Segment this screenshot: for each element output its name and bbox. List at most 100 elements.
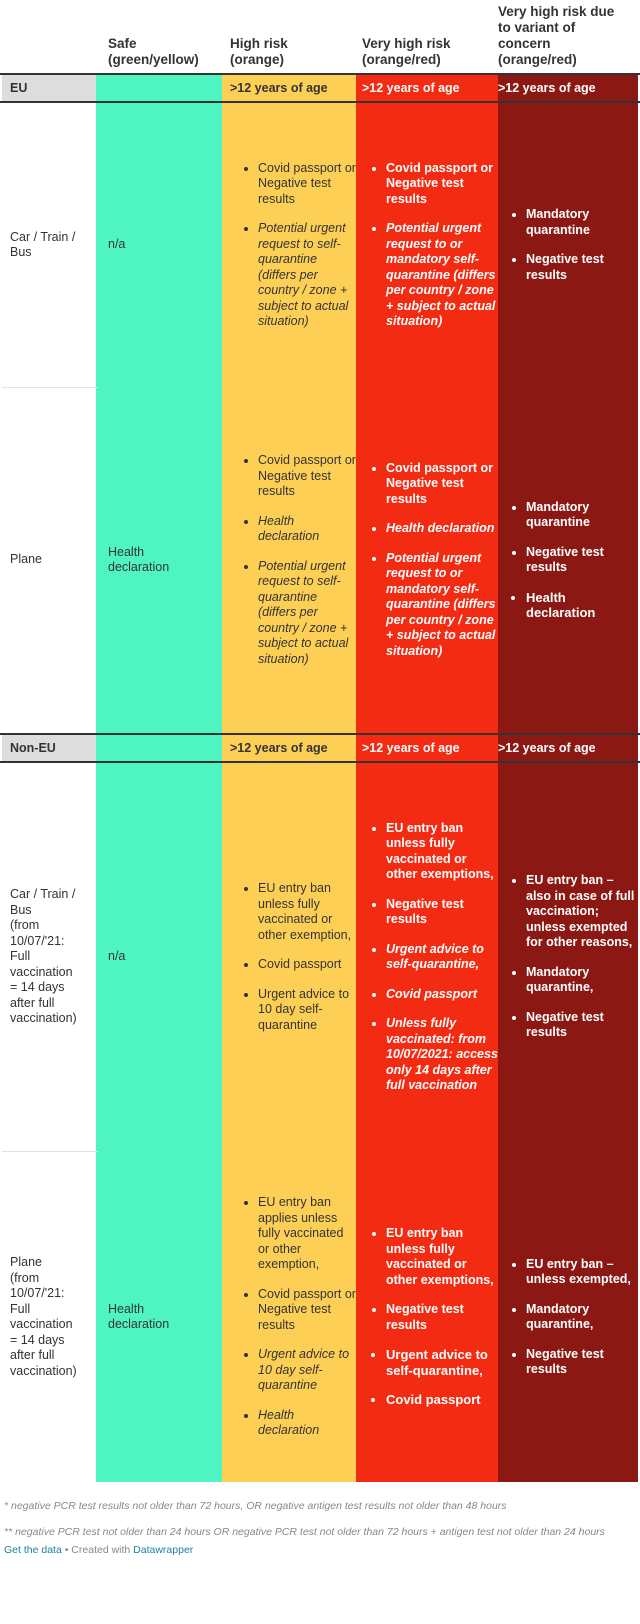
requirement-item: Negative test results	[526, 252, 638, 283]
cell-safe-non-eu-car: n/a	[96, 763, 222, 1151]
requirement-item: Mandatory quarantine,	[526, 965, 638, 996]
header-very-high-line1: Very high risk	[362, 36, 451, 51]
row-label-line: (from	[10, 1270, 40, 1285]
row-label-line: Car / Train /	[10, 887, 76, 902]
requirement-item: Negative test results	[386, 897, 498, 928]
header-very-high-risk: Very high risk (orange/red)	[356, 0, 498, 74]
requirement-item: EU entry ban – also in case of full vacc…	[526, 873, 638, 951]
row-label-non-eu-plane: Plane (from 10/07/'21: Full vaccination …	[2, 1152, 96, 1482]
requirement-item: Mandatory quarantine	[526, 207, 638, 238]
header-high-line2: (orange)	[230, 52, 284, 67]
requirement-list: Covid passport or Negative test results …	[222, 453, 356, 667]
requirement-item: Mandatory quarantine,	[526, 1302, 638, 1333]
band-high-eu: >12 years of age	[222, 75, 356, 101]
band-very-high-non-eu: >12 years of age	[356, 735, 498, 761]
safe-column-bg	[96, 74, 222, 1482]
cell-safe-eu-car: n/a	[96, 103, 222, 387]
cell-high-eu-plane: Covid passport or Negative test results …	[222, 388, 356, 732]
requirement-item: Covid passport	[386, 1392, 498, 1408]
cell-variant-non-eu-plane: EU entry ban – unless exempted, Mandator…	[498, 1152, 638, 1482]
header-variant-line1: Very high risk due	[498, 4, 615, 19]
get-data-link[interactable]: Get the data	[4, 1544, 62, 1556]
row-label-line: = 14 days	[10, 980, 65, 995]
requirement-list: EU entry ban applies unless fully vaccin…	[222, 1195, 356, 1439]
requirement-item: Mandatory quarantine	[526, 500, 638, 531]
requirement-item: Covid passport	[386, 987, 498, 1003]
requirement-item: Potential urgent request to or mandatory…	[386, 221, 498, 330]
requirement-item: Covid passport or Negative test results	[258, 1287, 356, 1334]
requirement-item: Negative test results	[526, 1010, 638, 1041]
row-label-line: after full	[10, 1348, 55, 1362]
cell-safe-non-eu-plane: Health declaration	[96, 1152, 222, 1482]
requirement-item: EU entry ban unless fully vaccinated or …	[258, 881, 356, 943]
requirement-list: EU entry ban unless fully vaccinated or …	[356, 821, 498, 1094]
cell-text: n/a	[108, 949, 126, 964]
row-label-line: vaccination	[10, 1317, 73, 1331]
requirement-list: EU entry ban – also in case of full vacc…	[498, 873, 638, 1041]
requirement-list: Mandatory quarantine Negative test resul…	[498, 500, 638, 621]
cell-very-high-non-eu-car: EU entry ban unless fully vaccinated or …	[356, 763, 498, 1151]
header-very-high-line2: (orange/red)	[362, 52, 441, 67]
band-text: >12 years of age	[498, 741, 596, 755]
requirement-item: Health declaration	[258, 1408, 356, 1439]
row-label-line: Plane	[10, 1255, 42, 1269]
row-label-line: 10/07/'21:	[10, 1286, 65, 1300]
band-variant-eu: >12 years of age	[498, 75, 638, 101]
cell-text: Health	[108, 544, 145, 559]
cell-text: Health	[108, 1301, 145, 1316]
band-variant-non-eu: >12 years of age	[498, 735, 638, 761]
datawrapper-link[interactable]: Datawrapper	[133, 1544, 194, 1556]
high-risk-column-bg	[222, 74, 356, 1482]
divider	[0, 761, 640, 763]
section-label-text: Non-EU	[10, 741, 56, 755]
row-label-non-eu-car: Car / Train / Bus (from 10/07/'21: Full …	[2, 763, 96, 1151]
requirement-item: Urgent advice to self-quarantine,	[386, 1347, 498, 1378]
requirement-item: Negative test results	[526, 545, 638, 576]
requirement-item: Unless fully vaccinated: from 10/07/2021…	[386, 1016, 498, 1094]
row-label-line: vaccination)	[10, 1363, 77, 1378]
header-high-line1: High risk	[230, 36, 288, 51]
row-label-line: Bus	[10, 902, 32, 917]
cell-text: declaration	[108, 560, 170, 574]
row-label-line: Bus	[10, 245, 32, 259]
header-variant-line4: (orange/red)	[498, 52, 577, 67]
row-label-line: Full	[10, 1301, 31, 1316]
cell-high-non-eu-plane: EU entry ban applies unless fully vaccin…	[222, 1152, 356, 1482]
row-label-line: Car / Train /	[10, 229, 76, 244]
band-text: >12 years of age	[362, 741, 460, 755]
requirement-item: EU entry ban unless fully vaccinated or …	[386, 821, 498, 883]
band-text: >12 years of age	[230, 741, 328, 755]
header-variant-line3: concern	[498, 36, 551, 51]
divider	[0, 73, 640, 75]
requirement-item: Covid passport or Negative test results	[386, 161, 498, 208]
row-label-line: Full	[10, 949, 31, 964]
requirement-item: EU entry ban applies unless fully vaccin…	[258, 1195, 356, 1273]
requirement-item: Covid passport or Negative test results	[258, 161, 356, 208]
header-safe: Safe (green/yellow)	[96, 0, 222, 74]
divider	[0, 733, 640, 735]
requirement-list: Covid passport or Negative test results …	[222, 161, 356, 330]
requirement-item: Covid passport or Negative test results	[386, 461, 498, 508]
requirement-item: Covid passport or Negative test results	[258, 453, 356, 500]
requirement-item: Urgent advice to 10 day self-quarantine	[258, 987, 356, 1034]
cell-very-high-eu-car: Covid passport or Negative test results …	[356, 103, 498, 387]
cell-very-high-non-eu-plane: EU entry ban unless fully vaccinated or …	[356, 1152, 498, 1482]
requirement-list: Covid passport or Negative test results …	[356, 461, 498, 660]
row-label-line: = 14 days	[10, 1332, 65, 1347]
very-high-risk-column-bg	[356, 74, 498, 1482]
requirement-item: Negative test results	[386, 1302, 498, 1333]
cell-text: declaration	[108, 1317, 170, 1331]
header-safe-line2: (green/yellow)	[108, 52, 199, 67]
row-label-line: Plane	[10, 552, 42, 567]
row-label-line: vaccination)	[10, 1011, 77, 1026]
row-label-line: (from	[10, 918, 40, 933]
variant-column-bg	[498, 74, 638, 1482]
divider	[0, 101, 640, 103]
footnote-1: * negative PCR test results not older th…	[4, 1500, 507, 1512]
requirement-item: Covid passport	[258, 957, 356, 973]
band-text: >12 years of age	[362, 81, 460, 95]
header-safe-line1: Safe	[108, 36, 137, 51]
cell-very-high-eu-plane: Covid passport or Negative test results …	[356, 388, 498, 732]
cell-safe-eu-plane: Health declaration	[96, 388, 222, 732]
